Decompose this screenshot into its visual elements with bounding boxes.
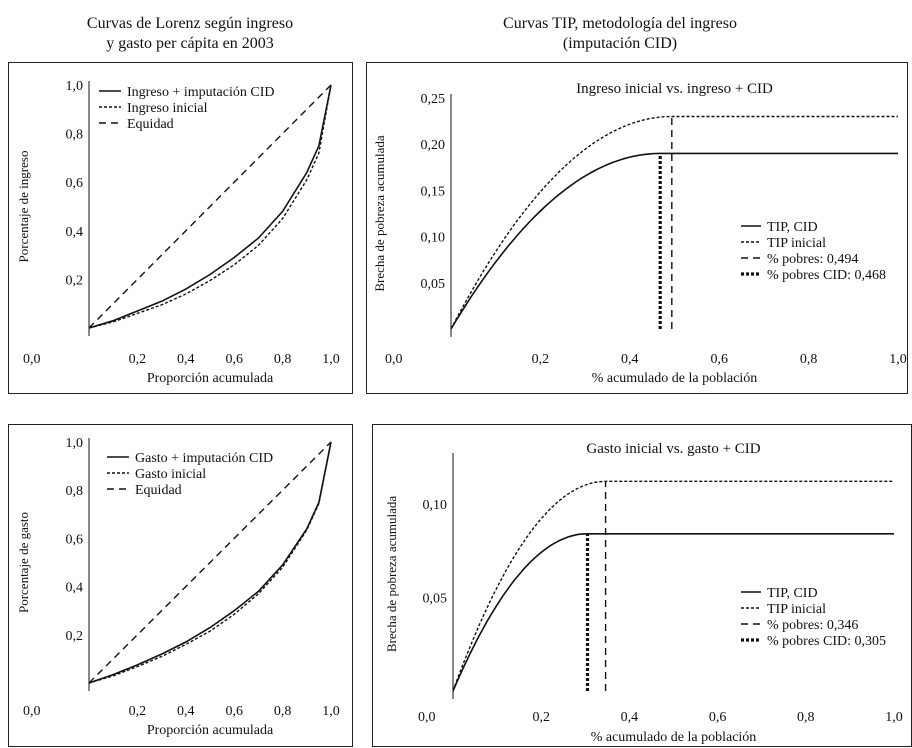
tip-header: Curvas TIP, metodología del ingreso (imp…	[420, 14, 820, 54]
x-tick-label: 0,6	[710, 352, 728, 367]
legend-label-2: Ingreso inicial	[127, 101, 208, 116]
chart-title: Gasto inicial vs. gasto + CID	[586, 441, 760, 457]
lorenz-spending-panel: 0,2 0,4 0,6 0,8 1,0 0,2 0,4 0,6 0,8 1,0 0,0 Proporc…	[8, 424, 353, 747]
x-tick-label: 1,0	[322, 352, 340, 367]
tip-header-line-2: (imputación CID)	[562, 35, 678, 52]
chart-title: Ingreso inicial vs. ingreso + CID	[576, 81, 773, 97]
x-tick-label: 0,2	[129, 704, 147, 719]
y-tick-label: 0,6	[66, 176, 84, 191]
series-line-2	[88, 441, 332, 684]
y-axis-label: Brecha de pobreza acumulada	[384, 496, 399, 653]
x-tick-label: 0,2	[532, 352, 550, 367]
legend-label-2: TIP inicial	[767, 236, 826, 251]
series-line-1	[452, 533, 894, 692]
y-tick-label: 0,15	[421, 184, 446, 199]
x-tick-label: 0,8	[274, 704, 292, 719]
x-tick-label: 0,6	[225, 704, 243, 719]
x-tick-label: 1,0	[889, 352, 907, 367]
x-axis-label: Proporción acumulada	[147, 723, 274, 738]
legend-label-3: Equidad	[127, 117, 174, 132]
y-tick-label: 0,6	[66, 532, 84, 547]
x-tick-label: 0,2	[129, 352, 147, 367]
lorenz-spending-chart: 0,2 0,4 0,6 0,8 1,0 0,2 0,4 0,6 0,8 1,0 0,0 Proporc…	[16, 436, 340, 738]
x-tick-label: 0,2	[532, 710, 550, 725]
x-axis-label: % acumulado de la población	[592, 371, 758, 386]
tip-income-panel: 0,2 0,4 0,6 0,8 1,0 0,05 0,10 0,15 0,20 0,25 0,0 % …	[366, 62, 908, 394]
series-line-1	[88, 84, 332, 329]
y-axis-label: Brecha de pobreza acumulada	[372, 135, 387, 292]
origin-label: 0,0	[23, 352, 41, 367]
y-tick-label: 0,05	[421, 277, 446, 292]
series-line-2	[88, 84, 332, 329]
legend-label-3: Equidad	[135, 483, 182, 498]
origin-label: 0,0	[385, 352, 403, 367]
x-axis-label: Proporción acumulada	[147, 371, 274, 386]
y-axis-label: Porcentaje de ingreso	[16, 151, 31, 263]
lorenz-income-panel: 0,2 0,4 0,6 0,8 1,0 0,2 0,4 0,6 0,8 1,0 0,0 Proporc…	[8, 62, 353, 394]
y-axis-label: Porcentaje de gasto	[16, 512, 31, 613]
y-tick-label: 0,10	[421, 231, 446, 246]
y-tick-label: 0,4	[66, 225, 84, 240]
y-tick-label: 0,2	[66, 629, 84, 644]
x-tick-label: 0,8	[800, 352, 818, 367]
legend-label-3: % pobres: 0,346	[767, 618, 858, 633]
lorenz-header-line-1: Curvas de Lorenz según ingreso	[86, 15, 294, 32]
x-tick-label: 0,8	[274, 352, 292, 367]
legend-label-3: % pobres: 0,494	[767, 252, 858, 267]
legend-label-1: TIP, CID	[767, 586, 818, 601]
legend-label-4: % pobres CID: 0,468	[767, 268, 886, 283]
series-line-1	[88, 441, 332, 684]
y-tick-label: 0,8	[66, 128, 84, 143]
y-tick-label: 0,4	[66, 581, 84, 596]
lorenz-header-line-2: y gasto per cápita en 2003	[106, 35, 274, 52]
series-line-2	[450, 115, 898, 330]
tip-spending-panel: 0,2 0,4 0,6 0,8 1,0 0,05 0,10 0,0 % acumulado de…	[372, 424, 912, 747]
y-tick-label: 0,05	[423, 591, 448, 606]
legend-label-2: TIP inicial	[767, 602, 826, 617]
x-axis-label: % acumulado de la población	[591, 730, 757, 745]
tip-header-line-1: Curvas TIP, metodología del ingreso	[503, 15, 737, 32]
x-tick-label: 0,8	[797, 710, 815, 725]
legend-label-2: Gasto inicial	[135, 467, 206, 482]
series-line-2	[452, 480, 894, 692]
origin-label: 0,0	[418, 710, 436, 725]
x-tick-label: 0,4	[621, 710, 639, 725]
series-line-3	[88, 84, 332, 329]
x-tick-label: 1,0	[322, 704, 340, 719]
legend-label-1: Gasto + imputación CID	[135, 451, 273, 466]
origin-label: 0,0	[23, 704, 41, 719]
tip-income-chart: 0,2 0,4 0,6 0,8 1,0 0,05 0,10 0,15 0,20 0,25 0,0 % …	[372, 81, 907, 386]
y-tick-label: 0,8	[66, 484, 84, 499]
x-tick-label: 0,6	[225, 352, 243, 367]
y-tick-label: 0,10	[423, 498, 448, 513]
y-tick-label: 0,25	[421, 92, 446, 107]
x-tick-label: 0,4	[177, 352, 195, 367]
x-tick-label: 0,6	[709, 710, 727, 725]
series-line-3	[88, 441, 332, 684]
lorenz-header: Curvas de Lorenz según ingreso y gasto p…	[40, 14, 340, 54]
x-tick-label: 1,0	[885, 710, 903, 725]
x-tick-label: 0,4	[177, 704, 195, 719]
series-line-1	[450, 152, 898, 330]
y-tick-label: 0,20	[421, 138, 446, 153]
tip-spending-chart: 0,2 0,4 0,6 0,8 1,0 0,05 0,10 0,0 % acumulado de…	[384, 441, 903, 745]
y-tick-label: 1,0	[66, 79, 84, 94]
legend-label-4: % pobres CID: 0,305	[767, 634, 886, 649]
lorenz-income-chart: 0,2 0,4 0,6 0,8 1,0 0,2 0,4 0,6 0,8 1,0 0,0 Proporc…	[16, 79, 340, 386]
legend-label-1: Ingreso + imputación CID	[127, 85, 274, 100]
x-tick-label: 0,4	[621, 352, 639, 367]
y-tick-label: 0,2	[66, 273, 84, 288]
y-tick-label: 1,0	[66, 436, 84, 451]
legend-label-1: TIP, CID	[767, 220, 818, 235]
